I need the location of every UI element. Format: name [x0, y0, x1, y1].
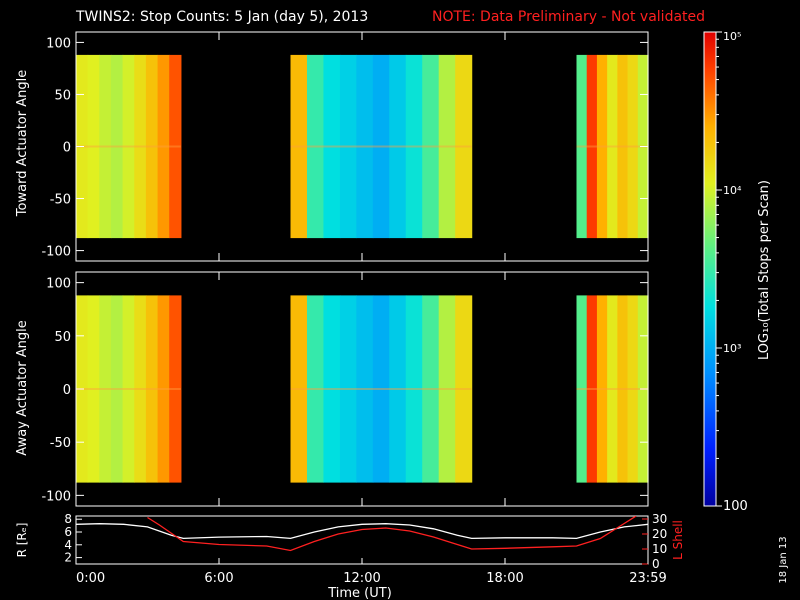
y-tick-label: 0: [63, 141, 71, 156]
colorbar-tick-label: 100: [723, 499, 748, 514]
heatmap-cell: [607, 295, 618, 483]
left-y-tick-label: 2: [64, 551, 72, 565]
x-tick-label: 6:00: [204, 571, 233, 586]
heatmap-cell: [455, 295, 473, 483]
y-tick-label: 50: [54, 330, 71, 345]
middle-panel-ylabel: Away Actuator Angle: [15, 320, 30, 455]
y-tick-label: -100: [41, 245, 71, 260]
heatmap-cell: [438, 295, 456, 483]
left-y-tick-label: 4: [64, 538, 72, 552]
heatmap-cell: [422, 295, 440, 483]
y-tick-label: -50: [50, 436, 71, 451]
top-heatmap-panel: 100 50 0 -50 -100: [41, 31, 649, 262]
heatmap-cell: [145, 54, 159, 239]
plot-note: NOTE: Data Preliminary - Not validated: [432, 9, 705, 25]
heatmap-cell: [627, 54, 639, 239]
right-y-tick-label: 20: [652, 527, 667, 541]
x-axis-label: Time (UT): [327, 586, 392, 600]
colorbar-tick-label: 10⁵: [723, 30, 741, 43]
y-tick-label: 0: [63, 383, 71, 398]
heatmap-cell: [306, 54, 325, 239]
r-distance-line: [76, 523, 648, 540]
heatmap-cell: [290, 295, 308, 483]
left-y-tick-label: 8: [64, 512, 72, 526]
y-tick-label: -100: [41, 489, 71, 504]
heatmap-cell: [110, 54, 124, 239]
heatmap-cell: [617, 295, 629, 483]
heatmap-cell: [339, 295, 357, 483]
l-shell-line: [147, 516, 637, 552]
heatmap-cell: [99, 54, 112, 239]
heatmap-cell: [134, 54, 147, 239]
heatmap-cell: [372, 295, 390, 483]
x-tick-label: 0:00: [76, 571, 105, 586]
heatmap-cell: [422, 54, 440, 239]
heatmap-cell: [87, 295, 100, 483]
panel-frame: [75, 515, 649, 565]
heatmap-cell: [372, 54, 390, 239]
colorbar-ticks: 10⁵ 10⁴ 10³ 100: [716, 30, 748, 514]
heatmap-cell: [576, 54, 588, 239]
heatmap-cell: [617, 54, 629, 239]
y-tick-label: 100: [46, 36, 71, 51]
heatmap-cell: [586, 54, 598, 239]
heatmap-cell: [356, 54, 374, 239]
bottom-left-ylabel: R [Rₑ]: [15, 523, 29, 558]
bottom-right-ylabel: L Shell: [671, 520, 685, 560]
heatmap-cell: [134, 295, 147, 483]
colorbar: [703, 31, 717, 507]
x-tick-label: 23:59: [629, 571, 666, 586]
y-tick-label: -50: [50, 193, 71, 208]
heatmap-cell: [455, 54, 473, 239]
heatmap-cell: [576, 295, 588, 483]
heatmap-cell: [290, 54, 308, 239]
plot-title: TWINS2: Stop Counts: 5 Jan (day 5), 2013: [75, 9, 368, 25]
heatmap-cell: [99, 295, 112, 483]
heatmap-cell: [405, 295, 423, 483]
heatmap-cell: [586, 295, 598, 483]
right-y-tick-label: 10: [652, 542, 667, 556]
left-y-tick-label: 6: [64, 525, 72, 539]
right-y-tick-label: 30: [652, 512, 667, 526]
heatmap-cell: [596, 295, 608, 483]
heatmap-cell: [122, 54, 135, 239]
heatmap-cell: [323, 295, 341, 483]
heatmap-cell: [389, 295, 407, 483]
heatmap-cell: [405, 54, 423, 239]
x-tick-label: 18:00: [486, 571, 523, 586]
y-tick-label: 100: [46, 277, 71, 292]
date-stamp: 18 Jan 13: [778, 536, 789, 583]
heatmap-cell: [122, 295, 135, 483]
heatmap-cell: [607, 54, 618, 239]
heatmap-cell: [110, 295, 124, 483]
colorbar-tick-label: 10⁴: [723, 184, 742, 197]
heatmap-cell: [145, 295, 159, 483]
top-panel-ylabel: Toward Actuator Angle: [15, 70, 30, 217]
heatmap-cell: [169, 295, 182, 483]
colorbar-label: LOG₁₀(Total Stops per Scan): [757, 180, 772, 360]
y-tick-label: 50: [54, 88, 71, 103]
heatmap-cell: [157, 54, 170, 239]
colorbar-tick-label: 10³: [723, 342, 741, 355]
heatmap-cell: [157, 295, 170, 483]
heatmap-cell: [323, 54, 341, 239]
heatmap-cell: [339, 54, 357, 239]
heatmap-cell: [169, 54, 182, 239]
heatmap-cell: [389, 54, 407, 239]
heatmap-cell: [627, 295, 639, 483]
heatmap-cell: [438, 54, 456, 239]
x-tick-label: 12:00: [343, 571, 380, 586]
middle-heatmap-panel: 100 50 0 -50 -100: [41, 271, 649, 507]
right-y-tick-label: 0: [652, 557, 660, 571]
heatmap-cell: [87, 54, 100, 239]
heatmap-cell: [596, 54, 608, 239]
heatmap-cell: [356, 295, 374, 483]
heatmap-cell: [306, 295, 325, 483]
